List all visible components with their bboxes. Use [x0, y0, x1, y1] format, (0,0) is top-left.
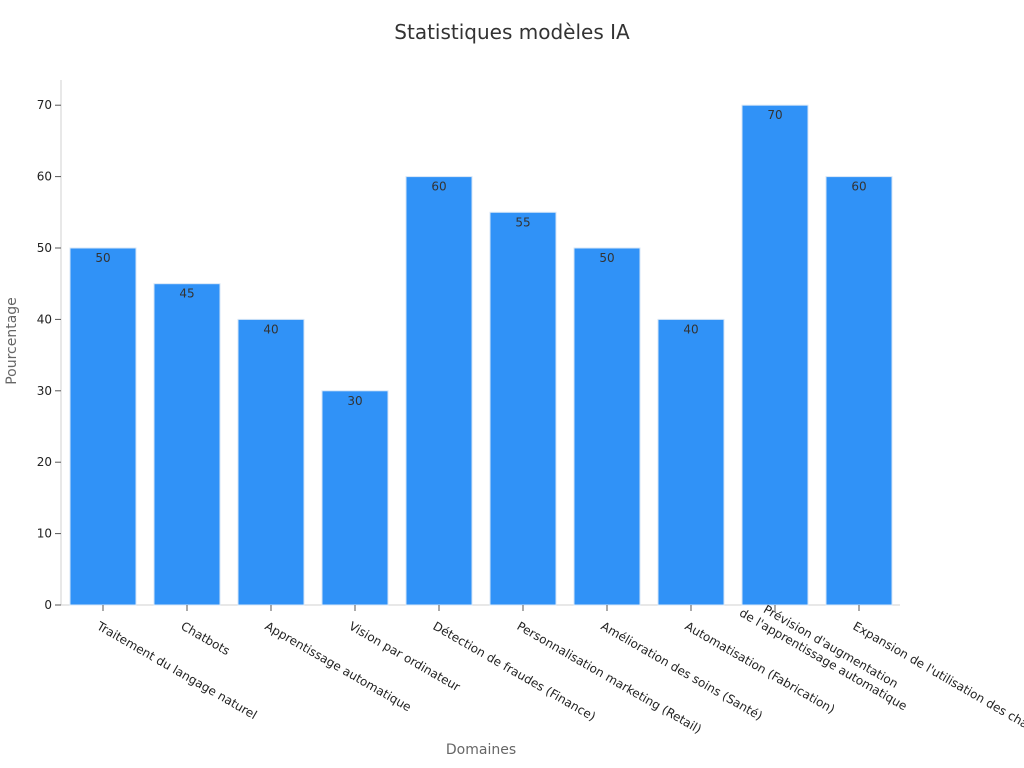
y-tick-label: 0: [44, 598, 52, 612]
bar: [825, 176, 893, 606]
bar: [741, 104, 809, 606]
data-label: 60: [851, 180, 866, 194]
x-tick-label-group: Traitement du langage naturel: [94, 618, 260, 722]
x-tick-label: Détection de fraudes (Finance): [431, 619, 599, 724]
y-tick-label: 40: [37, 312, 52, 326]
x-tick-label-group: Chatbots: [179, 619, 233, 658]
data-label: 45: [179, 287, 194, 301]
data-label: 60: [431, 180, 446, 194]
y-tick-label: 10: [37, 527, 52, 541]
y-tick-label: 30: [37, 384, 52, 398]
data-label: 40: [683, 322, 698, 336]
x-tick-label: Traitement du langage naturel: [94, 618, 260, 722]
x-axis-title: Domaines: [445, 742, 517, 758]
y-tick-label: 50: [37, 241, 52, 255]
bar: [69, 247, 137, 606]
x-tick-label: Chatbots: [179, 619, 233, 658]
y-tick-label: 20: [37, 455, 52, 469]
y-tick-label: 70: [37, 98, 52, 112]
x-tick-label-group: Détection de fraudes (Finance): [431, 619, 599, 724]
bar: [153, 283, 221, 606]
data-label: 50: [599, 251, 614, 265]
data-label: 70: [767, 108, 782, 122]
x-tick-label-group: Apprentissage automatique: [263, 619, 414, 714]
bar: [573, 247, 641, 606]
bar: [489, 211, 557, 606]
y-tick-label: 60: [37, 170, 52, 184]
data-label: 40: [263, 322, 278, 336]
data-label: 50: [95, 251, 110, 265]
x-tick-label-group: Amélioration des soins (Santé): [599, 619, 765, 723]
bar: [405, 176, 473, 606]
data-label: 30: [347, 394, 362, 408]
x-tick-label: Apprentissage automatique: [263, 619, 414, 714]
data-label: 55: [515, 215, 530, 229]
bar: [657, 318, 725, 606]
bar: [237, 318, 305, 606]
bar: [321, 390, 389, 606]
chart-title: Statistiques modèles IA: [394, 20, 630, 44]
x-tick-label: Amélioration des soins (Santé): [599, 619, 765, 723]
